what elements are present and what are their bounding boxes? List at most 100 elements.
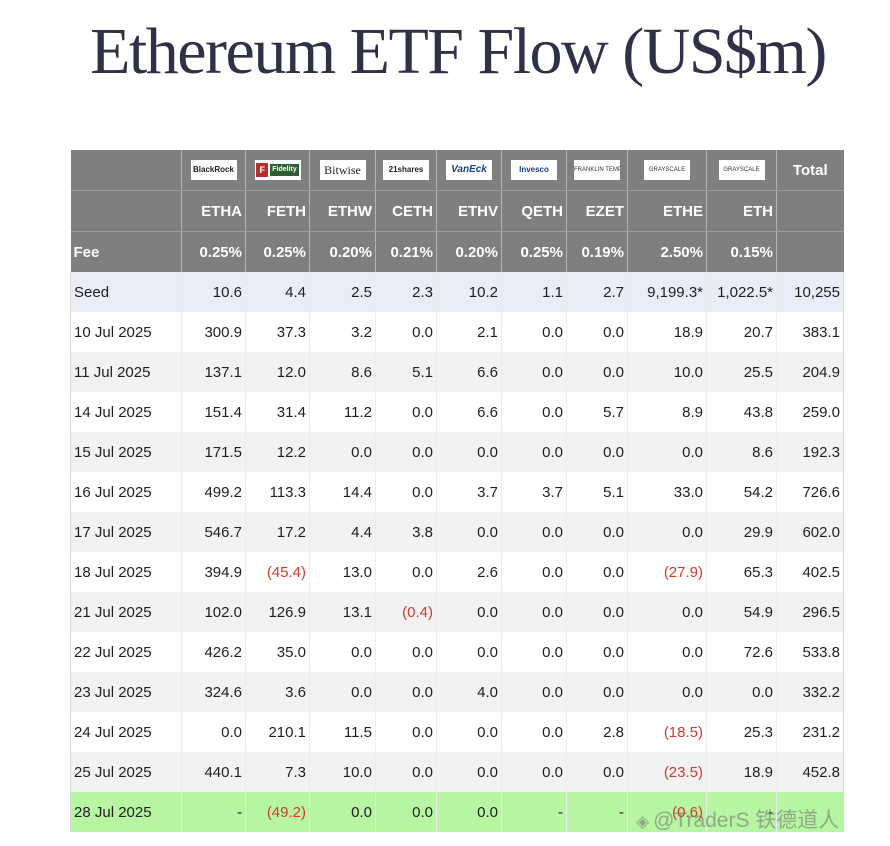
bitwise-logo: Bitwise [319, 160, 366, 180]
flow-cell-ethw: 8.6 [309, 352, 376, 392]
flow-cell-eth: 1,022.5* [706, 272, 777, 312]
row-date-label: 28 Jul 2025 [70, 792, 182, 832]
table-row: 24 Jul 2025 0.0 210.1 11.5 0.0 0.0 0.0 2.8 (18.5… [70, 712, 844, 752]
flow-cell-total: 533.8 [776, 632, 844, 672]
fee-total-blank [776, 231, 844, 272]
table-row: 16 Jul 2025 499.2 113.3 14.4 0.0 3.7 3.7 5.1 33.… [70, 472, 844, 512]
flow-cell-etha: 426.2 [181, 632, 246, 672]
issuer-cell-grayscale-eth: GRAYSCALE [706, 150, 777, 191]
flow-cell-qeth: 0.0 [501, 392, 567, 432]
flow-cell-qeth: 0.0 [501, 552, 567, 592]
flow-cell-ceth: 2.3 [375, 272, 437, 312]
issuer-cell-bitwise: Bitwise [309, 150, 376, 191]
flow-cell-total [776, 792, 844, 832]
table-row: 11 Jul 2025 137.1 12.0 8.6 5.1 6.6 0.0 0.0 10.0 2… [70, 352, 844, 392]
flow-cell-ezet: 0.0 [566, 632, 628, 672]
issuer-logo-row: BlackRock F Fidelity Bitwise 21shares Van… [70, 150, 844, 191]
flow-cell-total: 602.0 [776, 512, 844, 552]
flow-cell-ezet: 0.0 [566, 352, 628, 392]
flow-cell-total: 332.2 [776, 672, 844, 712]
table-row: 23 Jul 2025 324.6 3.6 0.0 0.0 4.0 0.0 0.0 0.0 0.0… [70, 672, 844, 712]
page-title: Ethereum ETF Flow (US$m) [90, 15, 827, 88]
flow-cell-feth: 12.2 [245, 432, 310, 472]
flow-cell-etha: 102.0 [181, 592, 246, 632]
flow-cell-ezet: 2.7 [566, 272, 628, 312]
flow-cell-ezet: 5.1 [566, 472, 628, 512]
flow-cell-ceth: 0.0 [375, 672, 437, 712]
flow-cell-ethe: (27.9) [627, 552, 707, 592]
flow-cell-feth: 210.1 [245, 712, 310, 752]
blackrock-logo: BlackRock [190, 160, 237, 180]
flow-cell-total: 402.5 [776, 552, 844, 592]
flow-cell-etha: 0.0 [181, 712, 246, 752]
flow-cell-ethw: 0.0 [309, 432, 376, 472]
flow-cell-qeth: 0.0 [501, 672, 567, 712]
issuer-cell-blackrock: BlackRock [181, 150, 246, 191]
ticker-ethe: ETHE [627, 190, 707, 232]
row-date-label: 15 Jul 2025 [70, 432, 182, 472]
flow-cell-feth: 7.3 [245, 752, 310, 792]
flow-cell-qeth: 0.0 [501, 592, 567, 632]
flow-cell-ezet: 0.0 [566, 312, 628, 352]
flow-cell-ethe: (18.5) [627, 712, 707, 752]
flow-cell-ezet: - [566, 792, 628, 832]
flow-cell-ethv: 2.6 [436, 552, 502, 592]
fidelity-logo: F Fidelity [254, 160, 301, 180]
ticker-row: ETHA FETH ETHW CETH ETHV QETH EZET ETHE … [70, 190, 844, 232]
invesco-logo: Invesco [511, 160, 557, 180]
flow-cell-ceth: 3.8 [375, 512, 437, 552]
row-date-label: 14 Jul 2025 [70, 392, 182, 432]
flow-cell-total: 452.8 [776, 752, 844, 792]
flow-cell-ethw: 13.0 [309, 552, 376, 592]
flow-cell-ethv: 6.6 [436, 352, 502, 392]
flow-cell-total: 296.5 [776, 592, 844, 632]
ticker-ezet: EZET [566, 190, 628, 232]
flow-cell-ethv: 0.0 [436, 432, 502, 472]
flow-cell-ethw: 4.4 [309, 512, 376, 552]
ticker-row-blank [70, 190, 182, 232]
issuer-cell-vaneck: VanEck [436, 150, 502, 191]
table-row: 25 Jul 2025 440.1 7.3 10.0 0.0 0.0 0.0 0.0 (23.5… [70, 752, 844, 792]
flow-cell-eth: 25.5 [706, 352, 777, 392]
flow-cell-ethv: 0.0 [436, 752, 502, 792]
fee-qeth: 0.25% [501, 231, 567, 272]
flow-cell-ethw: 0.0 [309, 672, 376, 712]
flow-cell-ethv: 3.7 [436, 472, 502, 512]
flow-cell-total: 10,255 [776, 272, 844, 312]
flow-cell-eth: 8.6 [706, 432, 777, 472]
flow-cell-etha: 394.9 [181, 552, 246, 592]
flow-cell-ethv: 6.6 [436, 392, 502, 432]
flow-cell-feth: 126.9 [245, 592, 310, 632]
issuer-cell-grayscale-ethe: GRAYSCALE [627, 150, 707, 191]
row-date-label: Seed [70, 272, 182, 312]
flow-cell-ceth: (0.4) [375, 592, 437, 632]
flow-cell-ezet: 0.0 [566, 512, 628, 552]
flow-cell-total: 383.1 [776, 312, 844, 352]
flow-cell-ethw: 0.0 [309, 792, 376, 832]
flow-cell-qeth: 0.0 [501, 512, 567, 552]
flow-cell-qeth: 0.0 [501, 632, 567, 672]
flow-cell-eth: 43.8 [706, 392, 777, 432]
flow-cell-qeth: - [501, 792, 567, 832]
flow-cell-feth: 4.4 [245, 272, 310, 312]
flow-cell-ethe: 0.0 [627, 672, 707, 712]
flow-cell-qeth: 0.0 [501, 312, 567, 352]
flow-cell-etha: 324.6 [181, 672, 246, 712]
flow-cell-qeth: 1.1 [501, 272, 567, 312]
flow-cell-etha: 137.1 [181, 352, 246, 392]
flow-cell-ethw: 14.4 [309, 472, 376, 512]
flow-cell-etha: 171.5 [181, 432, 246, 472]
corner-cell [70, 150, 182, 191]
flow-cell-ceth: 0.0 [375, 712, 437, 752]
flow-cell-ethe: (0.6) [627, 792, 707, 832]
flow-cell-ezet: 2.8 [566, 712, 628, 752]
flow-cell-eth: 72.6 [706, 632, 777, 672]
ticker-row-total-blank [776, 190, 844, 232]
flow-cell-qeth: 0.0 [501, 752, 567, 792]
flow-cell-qeth: 3.7 [501, 472, 567, 512]
flow-cell-ethw: 13.1 [309, 592, 376, 632]
flow-cell-ezet: 0.0 [566, 592, 628, 632]
seed-row: Seed 10.6 4.4 2.5 2.3 10.2 1.1 2.7 9,199.3* 1,022… [70, 272, 844, 312]
flow-cell-eth: 20.7 [706, 312, 777, 352]
flow-cell-total: 259.0 [776, 392, 844, 432]
